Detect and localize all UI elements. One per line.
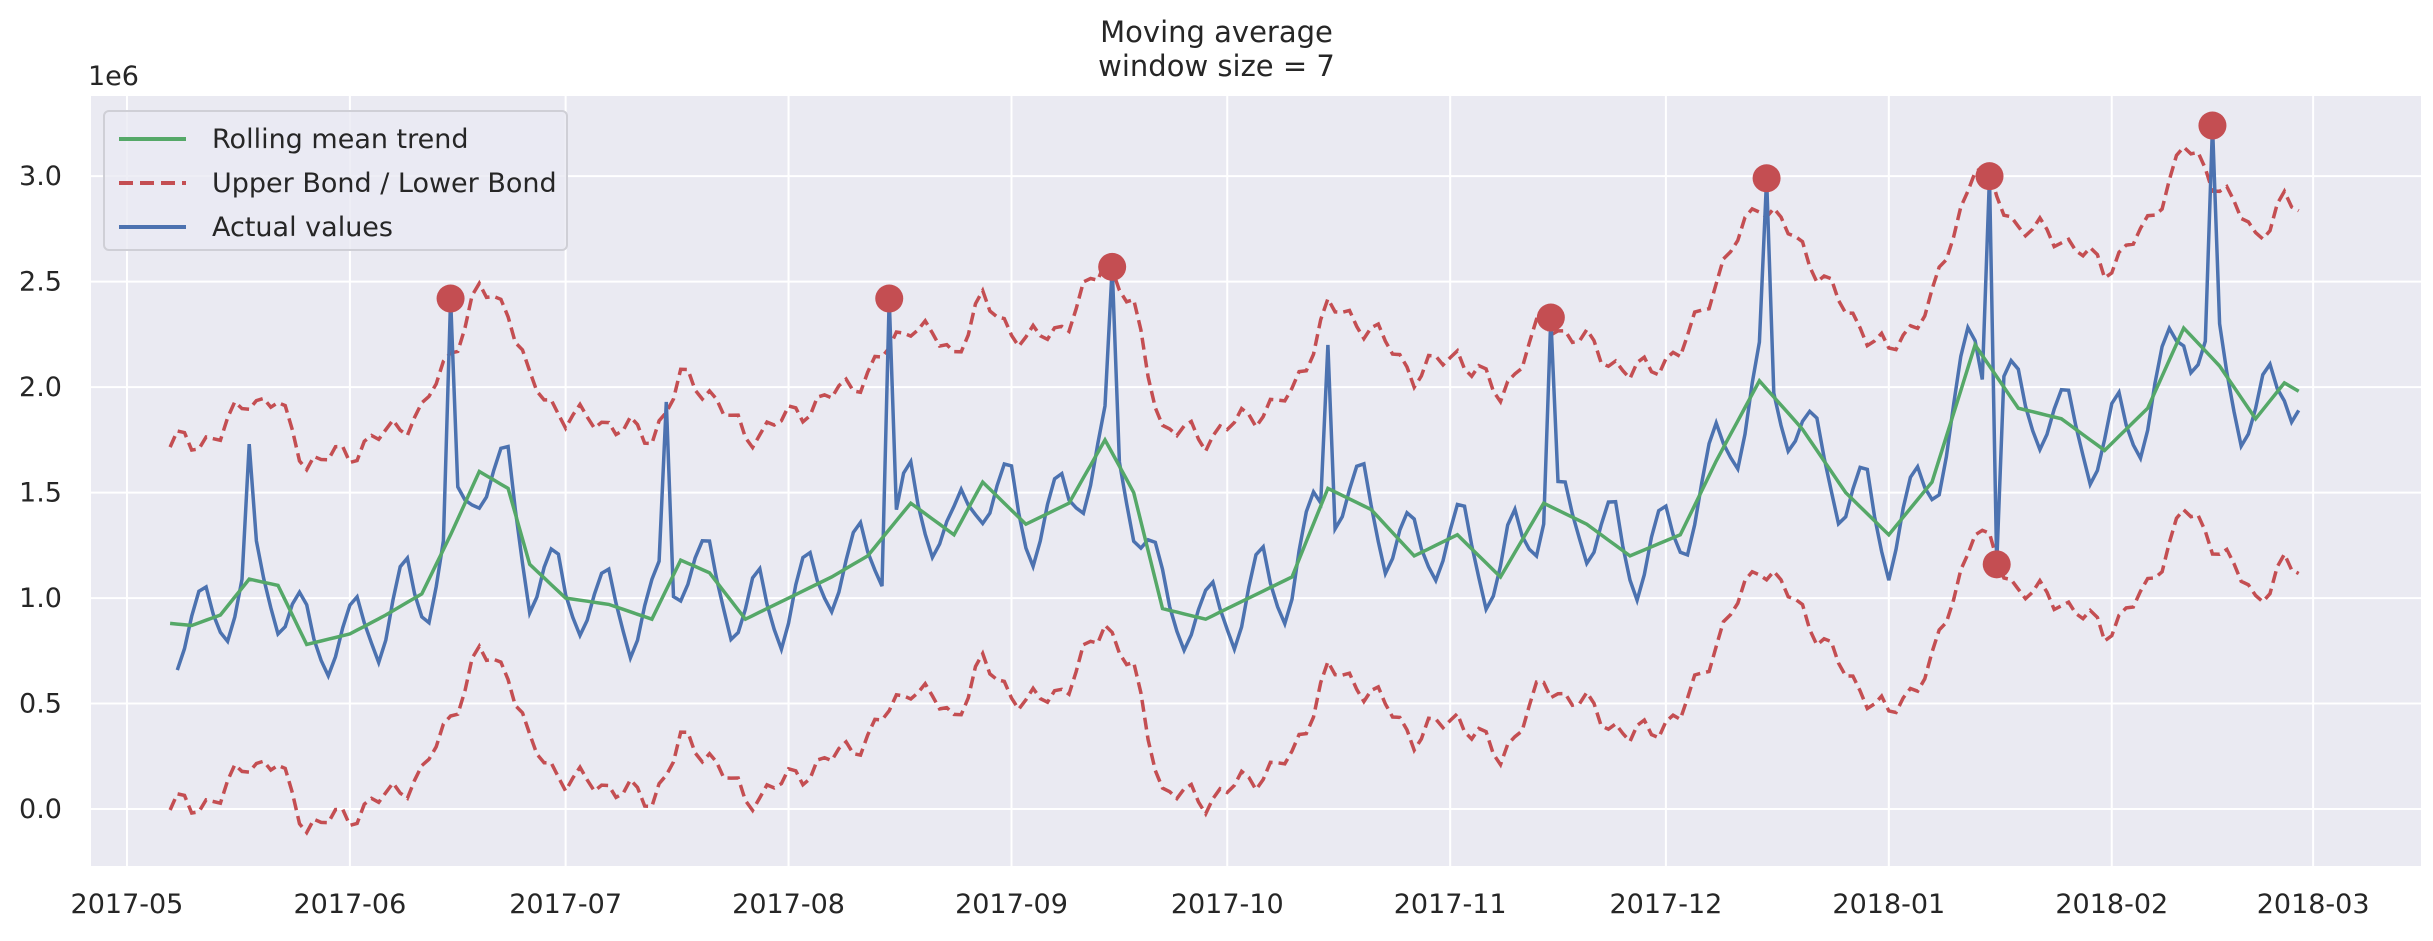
anomaly-point [1536,303,1565,332]
y-tick-label: 0.0 [19,794,62,825]
y-tick-label: 1.5 [19,478,62,509]
legend-swatch-bonds [119,181,186,185]
chart-title-line1: Moving average [1100,15,1333,49]
series-lower-bond [168,507,2300,836]
series-layer [168,125,2301,836]
x-tick-label: 2018-03 [2257,889,2370,920]
x-tick-label: 2017-07 [509,889,622,920]
x-axis-ticks: 2017-05 2017-06 2017-07 2017-08 2017-09 2017-… [71,889,2370,920]
anomaly-point [2198,111,2227,140]
legend-item-bonds: Upper Bond / Lower Bond [115,163,557,203]
x-tick-label: 2017-09 [955,889,1068,920]
y-tick-label: 2.0 [19,372,62,403]
legend-label-rolling-mean: Rolling mean trend [212,123,469,155]
series-actual-values [175,125,2301,681]
legend-swatch-rolling-mean [119,137,186,141]
x-tick-label: 2017-12 [1610,889,1723,920]
anomaly-point [875,284,904,313]
y-offset-label: 1e6 [88,61,139,92]
legend-label-actual: Actual values [212,211,393,243]
y-tick-label: 1.0 [19,583,62,614]
y-tick-label: 0.5 [19,689,62,720]
x-tick-label: 2017-08 [732,889,845,920]
x-tick-label: 2018-02 [2055,889,2168,920]
legend-swatch-actual [119,225,186,229]
y-axis-ticks: 0.0 0.5 1.0 1.5 2.0 2.5 3.0 [19,161,62,825]
legend-item-actual: Actual values [115,207,393,247]
legend: Rolling mean trend Upper Bond / Lower Bo… [103,110,568,251]
x-tick-label: 2017-10 [1171,889,1284,920]
x-tick-label: 2017-11 [1394,889,1507,920]
y-tick-label: 3.0 [19,161,62,192]
series-upper-bond [168,144,2300,473]
x-tick-label: 2018-01 [1832,889,1945,920]
anomaly-point [1975,162,2004,191]
x-tick-label: 2017-05 [71,889,184,920]
anomaly-markers [436,111,2227,579]
series-rolling-mean [169,325,2300,647]
anomaly-point [1982,550,2011,579]
x-tick-label: 2017-06 [293,889,406,920]
legend-item-rolling-mean: Rolling mean trend [115,119,469,159]
chart-title-line2: window size = 7 [1098,49,1335,83]
y-tick-label: 2.5 [19,267,62,298]
legend-label-bonds: Upper Bond / Lower Bond [212,167,557,199]
anomaly-point [1098,252,1127,281]
anomaly-point [1752,164,1781,193]
anomaly-point [436,284,465,313]
